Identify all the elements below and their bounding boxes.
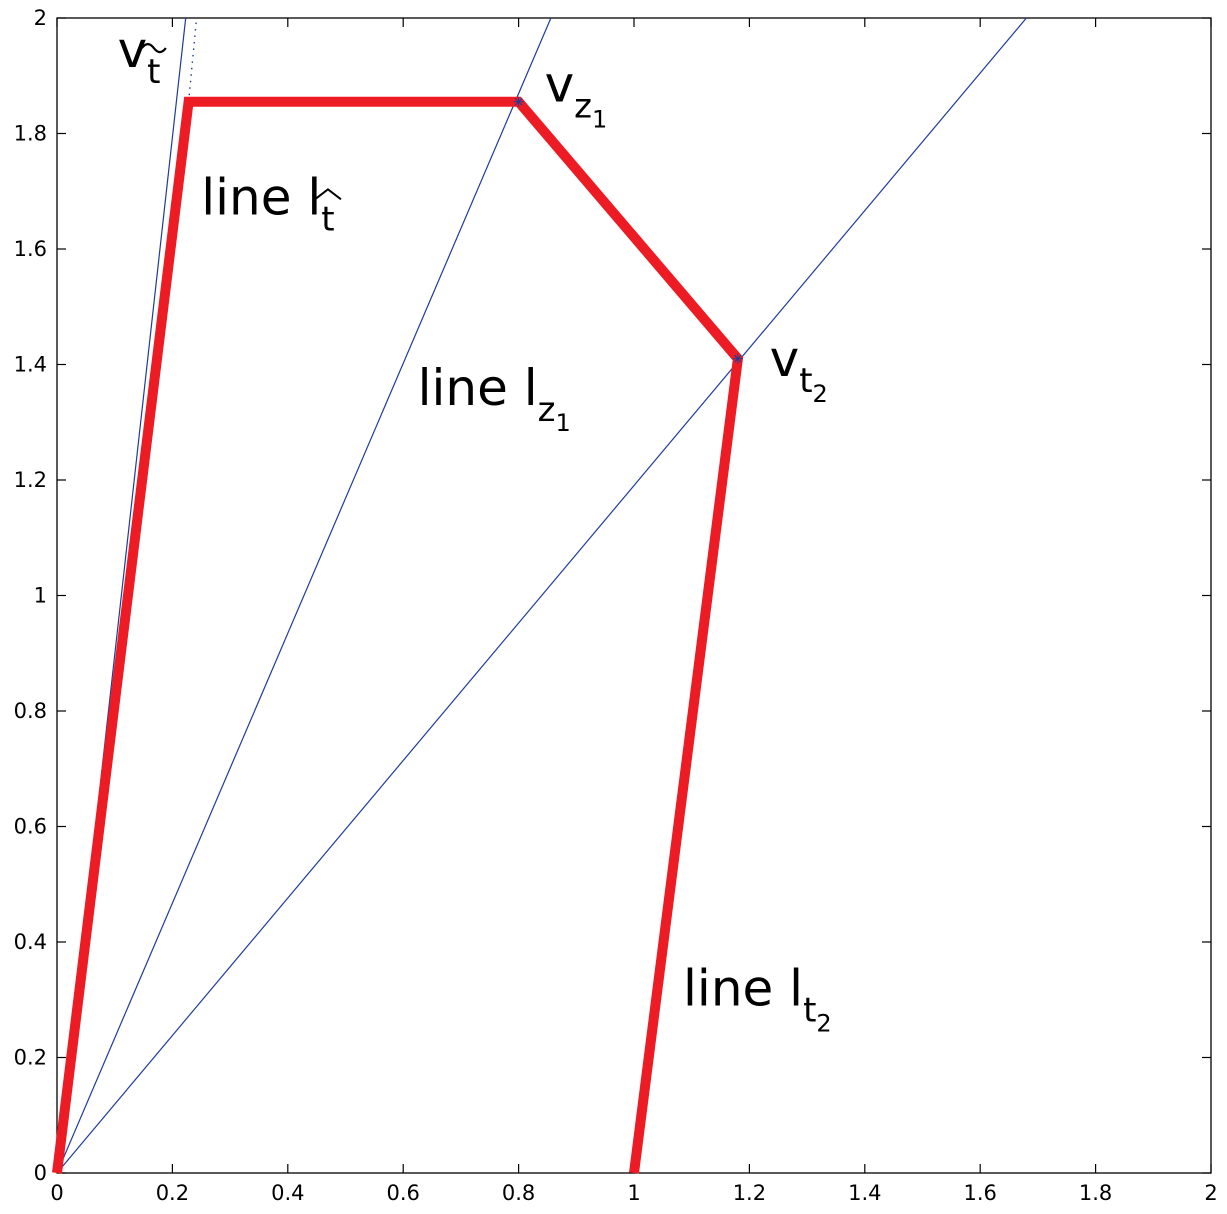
svg-text:vt2: vt2 — [770, 330, 828, 408]
annotation-subscript: t — [321, 199, 334, 239]
annotation-subscript: t — [803, 991, 816, 1031]
x-tick-label: 1.6 — [963, 1181, 996, 1205]
x-tick-label: 1.2 — [733, 1181, 766, 1205]
annotation-line-l-t-hat: line lt — [201, 168, 342, 239]
annotation-line-l-z1: line lz1 — [418, 359, 571, 437]
y-tick-label: 1.8 — [14, 122, 47, 146]
annotation-base: line l — [201, 168, 321, 226]
svg-text:line lz1: line lz1 — [418, 359, 571, 437]
point-marker — [513, 96, 524, 107]
svg-text:line lt2: line lt2 — [683, 960, 832, 1038]
annotation-subscript: t — [147, 52, 160, 92]
x-tick-label: 0.8 — [502, 1181, 535, 1205]
x-tick-label: 1.8 — [1079, 1181, 1112, 1205]
hat-accent — [314, 188, 342, 201]
x-tick-label: 0.2 — [156, 1181, 189, 1205]
x-tick-label: 0.4 — [271, 1181, 304, 1205]
dotted-segment — [187, 17, 198, 102]
y-tick-label: 0.6 — [14, 815, 47, 839]
annotation-base: line l — [683, 960, 803, 1018]
annotation-sub-subscript: 1 — [592, 106, 607, 134]
x-tick-label: 1 — [627, 1181, 640, 1205]
annotation-base: v — [545, 56, 575, 114]
plot-area — [56, 17, 1212, 1174]
point-marker — [732, 353, 743, 364]
marker-layer — [513, 96, 743, 364]
annotation-v-z1: vz1 — [545, 56, 608, 134]
y-tick-label: 0.8 — [14, 699, 47, 723]
ray-line — [56, 17, 1027, 1174]
annotation-sub-subscript: 2 — [816, 1010, 831, 1038]
y-tick-label: 1.6 — [14, 237, 47, 261]
svg-text:vz1: vz1 — [545, 56, 608, 134]
annotation-base: line l — [418, 359, 538, 417]
y-tick-label: 0 — [34, 1161, 47, 1185]
x-tick-label: 1.4 — [848, 1181, 881, 1205]
ray-line — [56, 17, 552, 1174]
x-tick-label: 0 — [50, 1181, 63, 1205]
x-tick-label: 2 — [1204, 1181, 1217, 1205]
annotation-subscript: z — [538, 390, 556, 430]
y-tick-label: 0.2 — [14, 1046, 47, 1070]
y-tick-label: 1.4 — [14, 353, 47, 377]
annotation-sub-subscript: 2 — [813, 380, 828, 408]
x-tick-label: 0.6 — [386, 1181, 419, 1205]
y-tick-label: 1 — [34, 584, 47, 608]
annotation-sub-subscript: 1 — [556, 409, 571, 437]
annotation-subscript: t — [799, 361, 812, 401]
annotation-subscript: z — [574, 87, 592, 127]
annotation-v-t-tilde: vt — [118, 21, 167, 92]
annotation-base: v — [118, 21, 148, 79]
y-tick-label: 0.4 — [14, 930, 47, 954]
x-tick-labels: 0 0.2 0.4 0.6 0.8 1 1.2 1.4 1.6 1.8 2 — [50, 1181, 1217, 1205]
annotation-v-t2: vt2 — [770, 330, 828, 408]
svg-text:vt: vt — [118, 21, 161, 92]
y-tick-label: 1.2 — [14, 468, 47, 492]
annotation-base: v — [770, 330, 800, 388]
svg-text:line lt: line lt — [201, 168, 334, 239]
annotation-line-l-t2: line lt2 — [683, 960, 832, 1038]
y-tick-label: 2 — [34, 6, 47, 30]
y-tick-labels: 0 0.2 0.4 0.6 0.8 1 1.2 1.4 1.6 1.8 2 — [14, 6, 47, 1185]
tilde-accent — [140, 43, 167, 54]
